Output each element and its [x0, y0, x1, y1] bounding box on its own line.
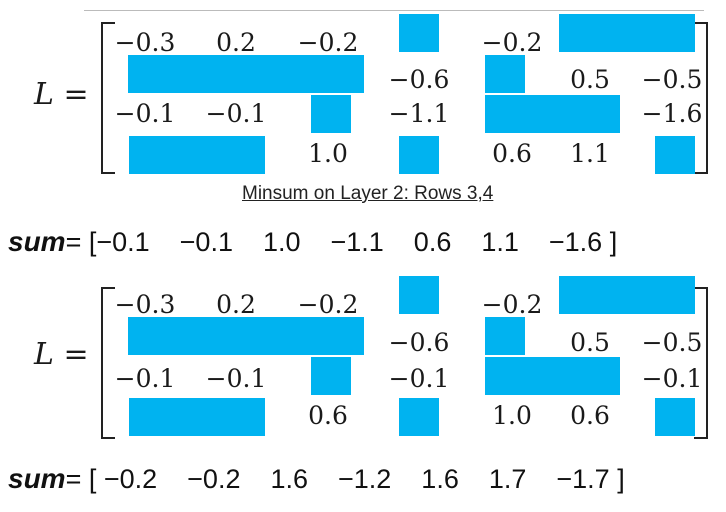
matrix2-cell: −0.1: [114, 364, 176, 393]
matrix2-cell: −0.1: [388, 364, 450, 393]
matrix1-cell: −1.1: [388, 99, 450, 128]
matrix2-block: [399, 276, 439, 314]
matrix2-cell: −0.6: [388, 328, 450, 357]
matrix1-cell: 0.6: [492, 139, 532, 168]
matrix2-block: [128, 317, 364, 355]
sum1-label: sum: [8, 226, 66, 257]
matrix1-block: [485, 55, 525, 93]
matrix1-cell: −1.6: [641, 99, 703, 128]
matrix1-cell: 1.1: [570, 139, 610, 168]
matrix2-cell: −0.2: [481, 290, 543, 319]
sum2-row: sum= [ −0.2 −0.2 1.6 −1.2 1.6 1.7 −1.7 ]: [8, 465, 625, 493]
matrix2-cell: 1.0: [492, 401, 532, 430]
caption: Minsum on Layer 2: Rows 3,4: [242, 183, 494, 204]
matrix2-cell: 0.6: [308, 401, 348, 430]
matrix1-block: [559, 14, 695, 52]
matrix2-cell: 0.2: [216, 290, 256, 319]
matrix1-cell: −0.1: [114, 99, 176, 128]
matrix2-block: [485, 317, 525, 355]
matrix2-block: [559, 276, 695, 314]
sum1-row: sum= [−0.1 −0.1 1.0 −1.1 0.6 1.1 −1.6 ]: [8, 228, 617, 256]
matrix1-cell: −0.5: [641, 65, 703, 94]
matrix2-right-bracket: [694, 287, 708, 439]
matrix1-block: [311, 95, 351, 133]
sum1-values: = [−0.1 −0.1 1.0 −1.1 0.6 1.1 −1.6 ]: [65, 227, 618, 257]
matrix1-cell: −0.6: [388, 65, 450, 94]
matrix2-block: [655, 398, 695, 436]
matrix2-block: [311, 357, 351, 395]
matrix1-right-bracket: [694, 22, 708, 174]
matrix2-label: L =: [34, 337, 89, 372]
matrix1-block: [399, 136, 439, 174]
matrix1-block: [655, 136, 695, 174]
matrix1-cell: −0.2: [297, 28, 359, 57]
matrix1-block: [399, 14, 439, 52]
matrix1-cell: 1.0: [308, 139, 348, 168]
matrix1-block: [128, 55, 364, 93]
matrix2-cell: −0.1: [641, 364, 703, 393]
sum2-label: sum: [8, 463, 66, 494]
matrix1-cell: 0.5: [570, 65, 610, 94]
matrix2-cell: 0.5: [570, 328, 610, 357]
matrix2-left-bracket: [101, 287, 115, 439]
matrix2-block: [399, 398, 439, 436]
matrix2-cell: −0.1: [205, 364, 267, 393]
matrix2-block: [129, 398, 265, 436]
matrix2-cell: −0.5: [641, 328, 703, 357]
matrix1-cell: −0.3: [114, 28, 176, 57]
matrix2-cell: 0.6: [570, 401, 610, 430]
matrix1-left-bracket: [101, 22, 115, 174]
matrix2-cell: −0.2: [297, 290, 359, 319]
matrix1-cell: 0.2: [216, 28, 256, 57]
matrix2-block: [485, 357, 620, 395]
matrix2-cell: −0.3: [114, 290, 176, 319]
matrix1-block: [485, 95, 620, 133]
top-rule: [84, 10, 704, 11]
matrix1-cell: −0.2: [481, 28, 543, 57]
matrix1-block: [129, 136, 265, 174]
sum2-values: = [ −0.2 −0.2 1.6 −1.2 1.6 1.7 −1.7 ]: [65, 464, 625, 494]
matrix1-cell: −0.1: [205, 99, 267, 128]
matrix1-label: L =: [34, 77, 89, 112]
